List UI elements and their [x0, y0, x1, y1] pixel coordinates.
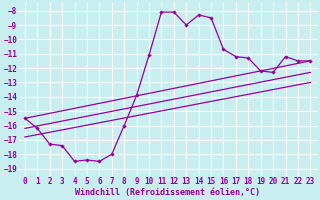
- X-axis label: Windchill (Refroidissement éolien,°C): Windchill (Refroidissement éolien,°C): [75, 188, 260, 197]
